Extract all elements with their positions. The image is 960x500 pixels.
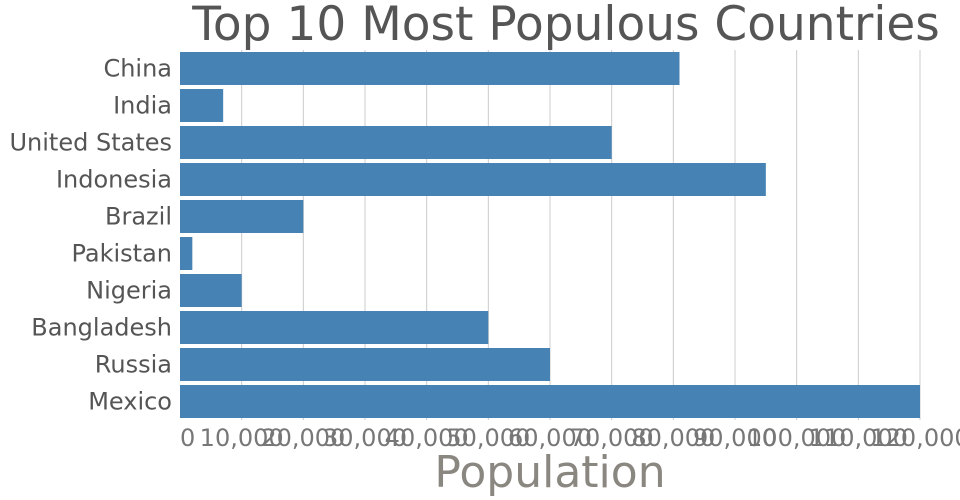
x-tick-label: 50,000	[446, 424, 530, 452]
bar	[180, 52, 680, 85]
bar	[180, 163, 766, 196]
bars	[180, 52, 920, 418]
x-tick-label: 60,000	[508, 424, 592, 452]
category-labels: China India United States Indonesia Brazil Pa…	[9, 55, 172, 416]
category-label: India	[113, 92, 172, 120]
x-tick-label: 110,000	[809, 424, 908, 452]
bar	[180, 89, 224, 122]
x-tick-label: 70,000	[570, 424, 654, 452]
category-label: United States	[9, 129, 172, 157]
x-tick-label: 30,000	[323, 424, 407, 452]
category-label: Mexico	[88, 388, 172, 416]
bar	[180, 348, 550, 381]
x-tick-label: 40,000	[385, 424, 469, 452]
chart-title: Top 10 Most Populous Countries	[191, 0, 940, 52]
category-label: Indonesia	[56, 166, 172, 194]
x-tick-label: 90,000	[693, 424, 777, 452]
x-tick-label: 120,000	[870, 424, 960, 452]
bar	[180, 311, 489, 344]
category-label: Nigeria	[86, 277, 172, 305]
gridlines	[241, 50, 921, 420]
x-axis-title: Population	[434, 447, 665, 498]
category-label: Bangladesh	[31, 314, 172, 342]
x-tick-label: 20,000	[261, 424, 345, 452]
x-tick-label: 100,000	[747, 424, 846, 452]
bar	[180, 126, 612, 159]
category-label: Brazil	[105, 203, 172, 231]
category-label: Pakistan	[72, 240, 173, 268]
bar	[180, 274, 242, 307]
category-label: Russia	[95, 351, 172, 379]
category-label: China	[103, 55, 172, 83]
bar	[180, 200, 304, 233]
x-tick-label: 10,000	[200, 424, 284, 452]
bar	[180, 385, 920, 418]
x-tick-label: 80,000	[631, 424, 715, 452]
x-tick-label: 0	[180, 424, 195, 452]
bar	[180, 237, 193, 270]
x-tick-labels: 0 10,00020,00030,00040,00050,00060,00070,…	[180, 424, 960, 452]
